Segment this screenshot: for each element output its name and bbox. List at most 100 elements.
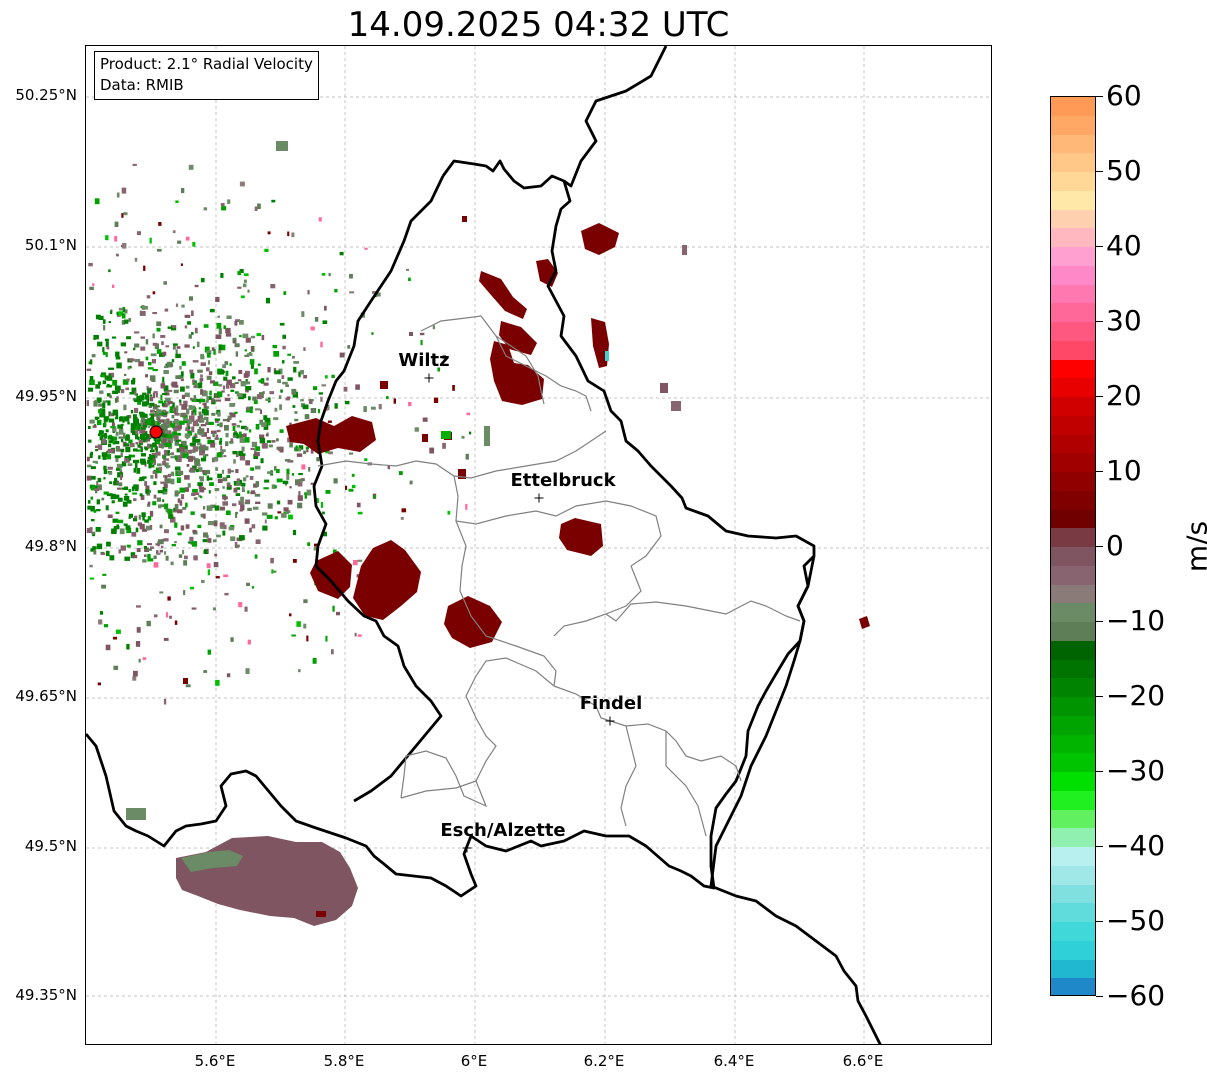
german-border-north [563, 46, 668, 188]
data-source-label: Data: RMIB [100, 76, 184, 94]
colorbar-tick [1096, 95, 1103, 97]
lat-tick-label: 49.35°N [15, 986, 77, 1004]
lat-tick-label: 50.25°N [15, 86, 77, 104]
colorbar-tick [1096, 245, 1103, 247]
colorbar-tick [1096, 320, 1103, 322]
canton-boundaries [317, 315, 801, 837]
echo-cluster [479, 271, 527, 319]
city-label-ettelbruck: Ettelbruck [510, 470, 616, 491]
colorbar-tick [1096, 395, 1103, 397]
colorbar-tick [1096, 695, 1103, 697]
colorbar-step [1051, 847, 1095, 866]
colorbar-step [1051, 809, 1095, 829]
colorbar-step [1051, 265, 1095, 285]
colorbar-step [1051, 209, 1095, 229]
colorbar-step [1051, 865, 1095, 885]
echo-cluster [181, 850, 243, 872]
colorbar-tick [1096, 995, 1103, 997]
colorbar-tick [1096, 620, 1103, 622]
echo-cluster [310, 551, 352, 599]
colorbar-step [1051, 134, 1095, 154]
lon-tick-label: 6.6°E [842, 1052, 884, 1070]
echo-cluster [353, 540, 421, 620]
colorbar-unit-label: m/s [1180, 520, 1207, 573]
echo-cluster [490, 341, 544, 405]
colorbar-tick-label: −50 [1106, 904, 1166, 937]
echo-cluster [444, 596, 502, 648]
lat-tick-label: 49.8°N [24, 537, 77, 555]
colorbar-step [1051, 584, 1095, 604]
colorbar-tick-label: −20 [1106, 679, 1166, 712]
colorbar-step [1051, 940, 1095, 960]
echo-cluster [559, 518, 603, 556]
radar-site-marker [149, 425, 163, 439]
echo-cluster [286, 416, 376, 454]
colorbar-step [1051, 565, 1095, 585]
colorbar-step [1051, 903, 1095, 922]
lon-tick-label: 6.2°E [583, 1052, 625, 1070]
colorbar-step [1051, 547, 1095, 566]
lat-tick-label: 49.65°N [15, 687, 77, 705]
colorbar-step [1051, 359, 1095, 379]
colorbar-step [1051, 659, 1095, 679]
colorbar-step [1051, 697, 1095, 716]
city-marker-icon [534, 493, 544, 503]
colorbar-tick-label: 40 [1106, 229, 1142, 262]
colorbar-tick [1096, 170, 1103, 172]
colorbar-step [1051, 153, 1095, 172]
city-marker-icon [462, 843, 472, 853]
colorbar-step [1051, 172, 1095, 191]
colorbar-tick [1096, 920, 1103, 922]
colorbar-step [1051, 472, 1095, 491]
colorbar-step [1051, 284, 1095, 304]
lat-tick-label: 49.5°N [24, 837, 77, 855]
echo-cluster [859, 616, 870, 629]
colorbar-step [1051, 322, 1095, 341]
colorbar-tick-label: 60 [1106, 79, 1142, 112]
lon-tick-label: 5.8°E [323, 1052, 365, 1070]
colorbar-tick-label: 20 [1106, 379, 1142, 412]
lon-tick-label: 6°E [460, 1052, 488, 1070]
colorbar-step [1051, 97, 1095, 116]
colorbar-step [1051, 528, 1095, 547]
colorbar-step [1051, 678, 1095, 697]
colorbar-tick-label: −60 [1106, 979, 1166, 1012]
colorbar-step [1051, 753, 1095, 772]
velocity-colorbar [1050, 96, 1096, 996]
echo-cluster [176, 836, 358, 926]
city-marker-icon [605, 716, 615, 726]
colorbar-step [1051, 509, 1095, 529]
colorbar-step [1051, 247, 1095, 266]
colorbar-tick-label: 10 [1106, 454, 1142, 487]
lon-tick-label: 5.6°E [194, 1052, 236, 1070]
colorbar-step [1051, 622, 1095, 641]
colorbar-step [1051, 828, 1095, 847]
colorbar-tick-label: −10 [1106, 604, 1166, 637]
colorbar-step [1051, 959, 1095, 979]
colorbar-step [1051, 490, 1095, 510]
city-label-findel: Findel [579, 693, 643, 714]
colorbar-step [1051, 790, 1095, 810]
colorbar-step [1051, 378, 1095, 397]
colorbar-tick-label: 0 [1106, 529, 1124, 562]
city-label-wiltz: Wiltz [398, 350, 450, 371]
lat-tick-label: 49.95°N [15, 387, 77, 405]
colorbar-step [1051, 303, 1095, 322]
colorbar-step [1051, 453, 1095, 472]
colorbar-tick-label: −40 [1106, 829, 1166, 862]
colorbar-step [1051, 603, 1095, 622]
map-title: 14.09.2025 04:32 UTC [347, 5, 730, 45]
echo-cluster [581, 223, 619, 255]
product-info-box: Product: 2.1° Radial Velocity Data: RMIB [94, 51, 319, 100]
luxembourg-border [86, 159, 816, 898]
colorbar-step [1051, 115, 1095, 135]
colorbar-step [1051, 734, 1095, 754]
colorbar-step [1051, 228, 1095, 247]
radar-clutter [86, 163, 472, 705]
colorbar-tick [1096, 770, 1103, 772]
map-area[interactable] [85, 45, 992, 1045]
colorbar-step [1051, 772, 1095, 791]
product-label: Product: 2.1° Radial Velocity [100, 55, 313, 73]
colorbar-step [1051, 340, 1095, 360]
colorbar-tick [1096, 545, 1103, 547]
